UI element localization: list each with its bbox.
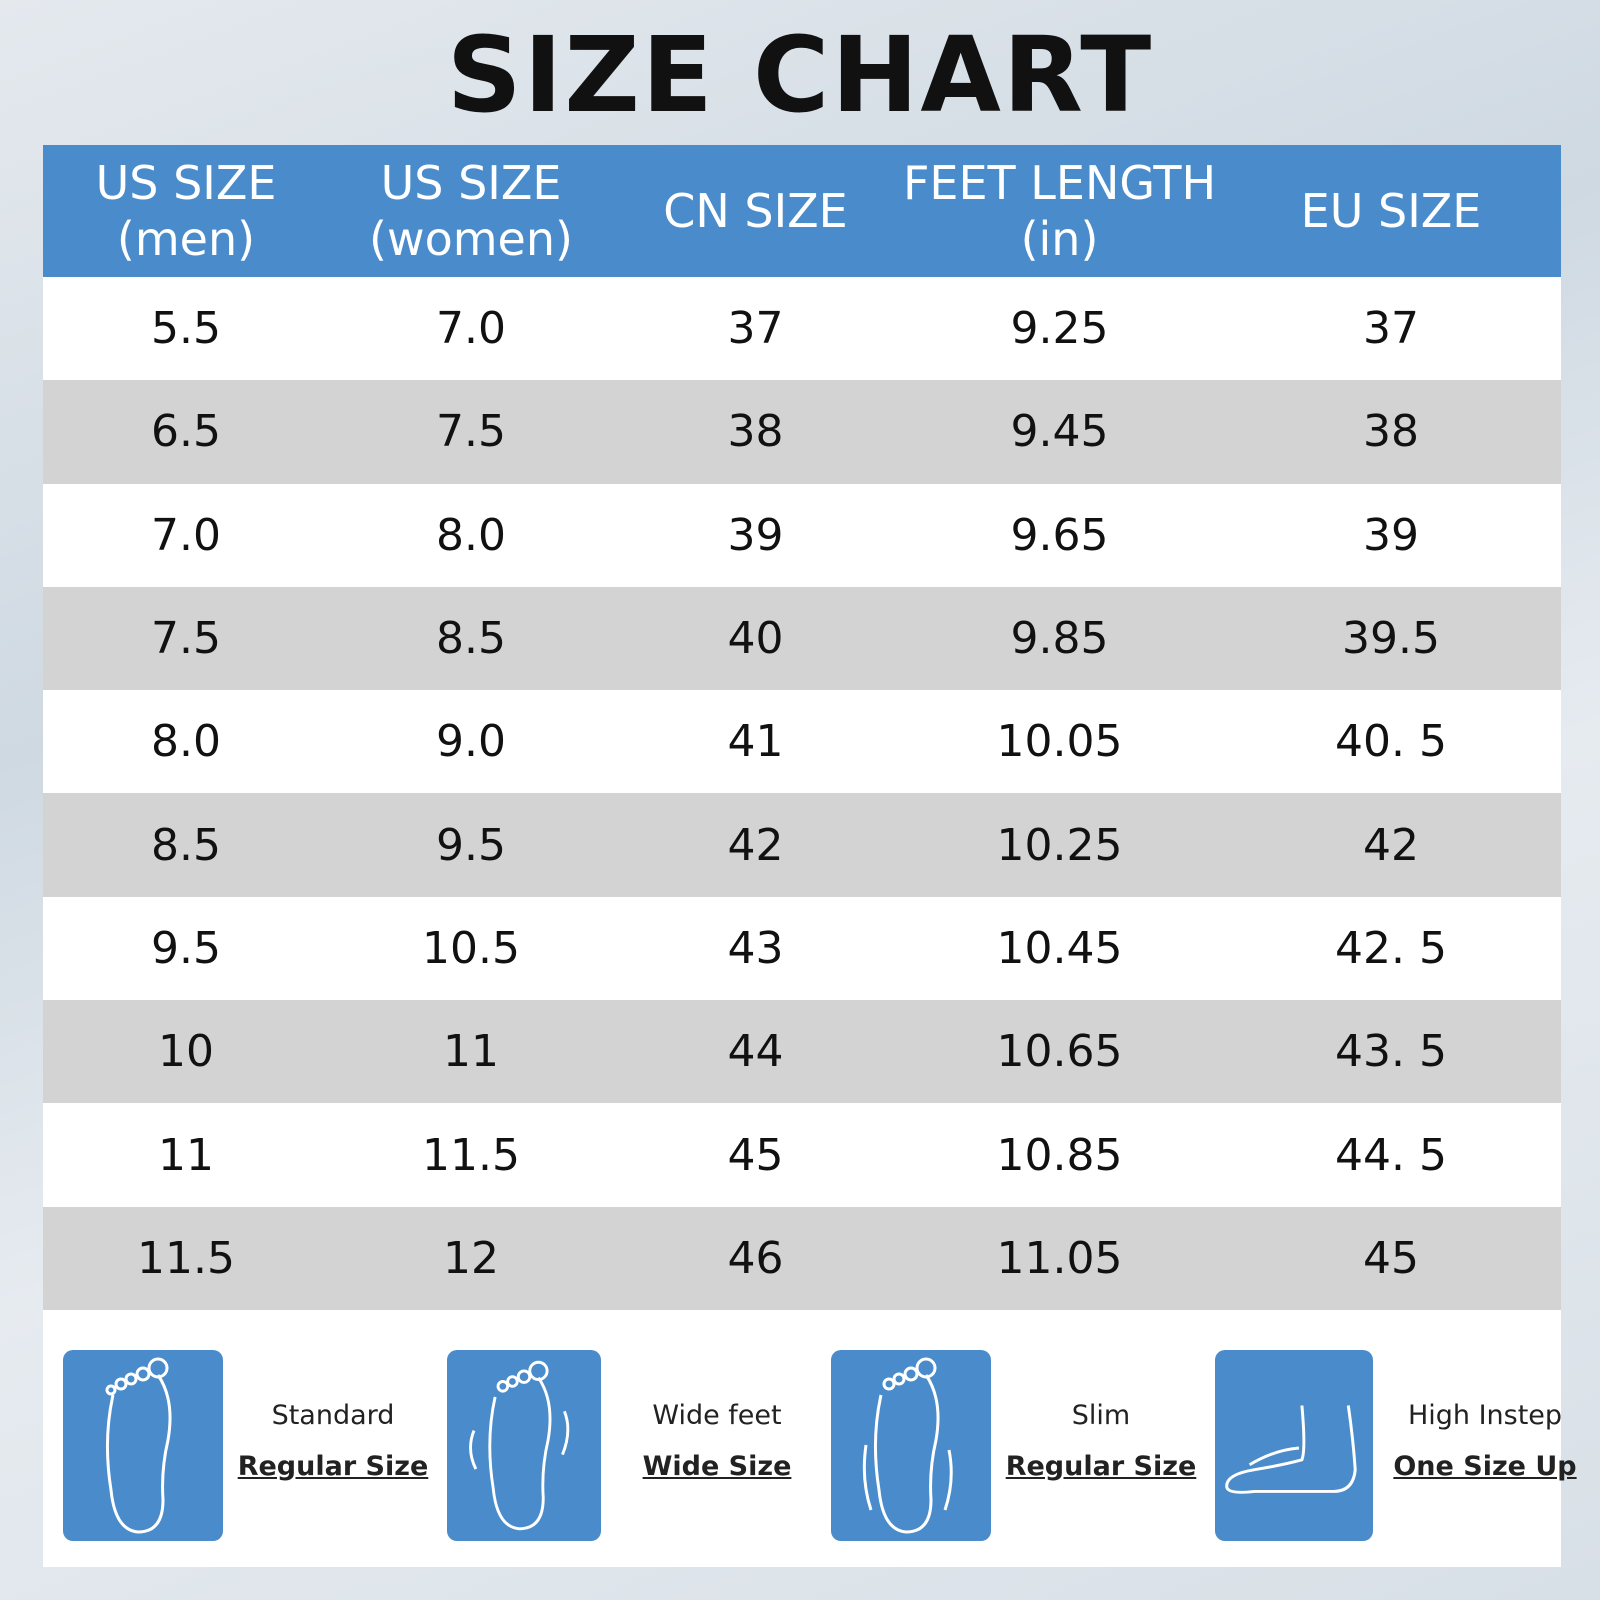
header-text: FEET LENGTH [902, 156, 1217, 210]
table-cell: 9.65 [1010, 509, 1109, 561]
header-cell: US SIZE (men) [43, 145, 329, 277]
fit-label: Wide feet [652, 1400, 782, 1431]
table-cell: 40. 5 [1335, 716, 1447, 768]
table-cell: 37 [1363, 303, 1419, 355]
table-cell: 43 [727, 922, 784, 974]
table-cell: 7.0 [436, 303, 506, 355]
table-cell: 42 [727, 819, 784, 871]
foot-icon [447, 1350, 601, 1541]
foot-icon [1215, 1350, 1373, 1541]
table-cell: 38 [727, 406, 784, 458]
header-text: (in) [1020, 212, 1099, 266]
header-row: US SIZE (men) US SIZE (women) CN SIZE FEET LE… [43, 145, 1561, 277]
table-row: 11.5 12 46 11.05 45 [43, 1206, 1561, 1310]
table-cell: 44 [727, 1026, 784, 1078]
table-cell: 11.5 [137, 1232, 235, 1284]
table-cell: 11 [158, 1129, 214, 1181]
fit-label: High Instep [1407, 1400, 1563, 1431]
table-row: 7.5 8.5 40 9.85 39.5 [43, 586, 1561, 691]
table-cell: 10.05 [996, 716, 1123, 768]
title: SIZE CHART [446, 14, 1154, 136]
table-row: 10 11 44 10.65 43. 5 [43, 1000, 1561, 1104]
table-cell: 11.05 [996, 1232, 1123, 1284]
table-cell: 39 [1363, 509, 1419, 561]
header-cell: CN SIZE [613, 145, 898, 277]
table-row: 9.5 10.5 43 10.45 42. 5 [43, 896, 1561, 1001]
size-table: US SIZE (men) US SIZE (women) CN SIZE FEET LE… [43, 145, 1561, 1310]
table-row: 8.5 9.5 42 10.25 42 [43, 793, 1561, 897]
table-cell: 7.5 [151, 613, 221, 665]
table-cell: 39 [727, 509, 784, 561]
table-cell: 42 [1363, 819, 1419, 871]
table-cell: 5.5 [151, 303, 221, 355]
table-cell: 45 [727, 1129, 784, 1181]
table-cell: 8.0 [151, 716, 221, 768]
table-cell: 44. 5 [1335, 1129, 1447, 1181]
table-cell: 8.5 [436, 613, 506, 665]
table-row: 5.5 7.0 37 9.25 37 [43, 277, 1561, 381]
table-cell: 11.5 [422, 1129, 520, 1181]
table-cell: 6.5 [151, 406, 221, 458]
table-cell: 10 [158, 1026, 214, 1078]
table-cell: 8.5 [151, 819, 221, 871]
table-cell: 38 [1363, 406, 1419, 458]
table-cell: 9.45 [1010, 406, 1109, 458]
header-text: EU SIZE [1300, 184, 1482, 238]
table-row: 11 11.5 45 10.85 44. 5 [43, 1103, 1561, 1207]
table-cell: 10.25 [996, 819, 1123, 871]
fit-recommendation: Regular Size [237, 1451, 429, 1482]
header-cell: US SIZE (women) [329, 145, 613, 277]
table-row: 6.5 7.5 38 9.45 38 [43, 380, 1561, 484]
table-cell: 41 [727, 716, 784, 768]
table-cell: 9.25 [1010, 303, 1109, 355]
header-text: CN SIZE [663, 184, 848, 238]
table-cell: 9.0 [436, 716, 506, 768]
table-cell: 10.5 [422, 922, 520, 974]
header-text: US SIZE [95, 156, 277, 210]
table-cell: 10.65 [996, 1026, 1123, 1078]
header-text: US SIZE [380, 156, 562, 210]
fit-label: Slim [1071, 1400, 1131, 1431]
table-cell: 9.85 [1010, 613, 1109, 665]
fit-guide: Standard Regular Size Wide feet Wide Size … [43, 1310, 1577, 1567]
table-cell: 42. 5 [1335, 922, 1447, 974]
header-text: (men) [116, 212, 256, 266]
table-cell: 9.5 [151, 922, 221, 974]
table-cell: 43. 5 [1335, 1026, 1447, 1078]
table-cell: 9.5 [436, 819, 506, 871]
foot-icon [831, 1350, 991, 1541]
table-cell: 11 [443, 1026, 499, 1078]
table-cell: 7.5 [436, 406, 506, 458]
fit-recommendation: Wide Size [642, 1451, 792, 1482]
fit-recommendation: Regular Size [1005, 1451, 1197, 1482]
table-cell: 12 [443, 1232, 499, 1284]
table-cell: 40 [727, 613, 784, 665]
table-cell: 10.85 [996, 1129, 1123, 1181]
table-cell: 45 [1363, 1232, 1419, 1284]
fit-recommendation: One Size Up [1393, 1451, 1577, 1482]
foot-icon [63, 1350, 223, 1541]
header-cell: EU SIZE [1221, 145, 1561, 277]
table-cell: 37 [727, 303, 784, 355]
table-row: 8.0 9.0 41 10.05 40. 5 [43, 690, 1561, 794]
table-row: 7.0 8.0 39 9.65 39 [43, 483, 1561, 587]
table-cell: 10.45 [996, 922, 1123, 974]
table-cell: 7.0 [151, 509, 221, 561]
table-cell: 46 [727, 1232, 784, 1284]
table-cell: 39.5 [1342, 613, 1440, 665]
header-text: (women) [369, 212, 573, 266]
fit-label: Standard [271, 1400, 395, 1431]
header-cell: FEET LENGTH (in) [898, 145, 1221, 277]
table-cell: 8.0 [436, 509, 506, 561]
